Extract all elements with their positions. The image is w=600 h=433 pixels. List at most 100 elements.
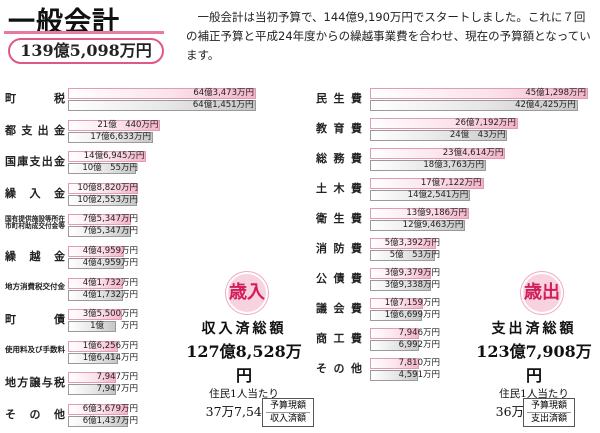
budget-bar — [370, 238, 437, 249]
summary: 収入済総額 127億8,528万円 住民1人当たり 37万7,548円 — [184, 318, 304, 420]
budget-bar — [370, 148, 506, 159]
value-label: 18億3,763万円 — [423, 160, 485, 170]
actual-bar — [68, 321, 117, 333]
legend: 予算現額 支出済額 — [523, 398, 575, 427]
value-label: 3億9,379万円 — [384, 268, 440, 278]
value-label: 10億8,820万円 — [77, 182, 138, 193]
value-label: 7億5,347万円 — [82, 226, 138, 237]
value-label: 4,591万円 — [398, 370, 440, 380]
budget-bar — [370, 268, 431, 279]
category-label: 都支出金 — [5, 123, 65, 137]
budget-bar — [370, 298, 423, 309]
description: 一般会計は当初予算で、144億9,190万円でスタートしました。これに７回の補正… — [186, 10, 591, 62]
legend-entry: 予算現額 — [266, 400, 310, 413]
category-label: 繰越金 — [5, 250, 65, 263]
value-label: 26億7,192万円 — [455, 118, 516, 128]
value-label: 1億6,699万円 — [384, 310, 440, 320]
category-label: 衛生費 — [316, 212, 362, 225]
budget-bar — [68, 372, 116, 384]
value-label: 5億3,392万円 — [384, 238, 440, 248]
value-label: 1億6,256万円 — [82, 340, 138, 351]
budget-bar — [370, 358, 419, 369]
category-label: 民生費 — [316, 92, 362, 105]
budget-bar — [68, 340, 118, 352]
budget-bar — [68, 277, 124, 289]
actual-bar — [68, 163, 137, 175]
budget-bar — [68, 151, 147, 163]
value-label: 10億2,553万円 — [77, 194, 138, 205]
value-label: 17億7,122万円 — [420, 178, 482, 188]
category-label: その他 — [5, 408, 65, 421]
value-label: 12億9,463万円 — [402, 220, 464, 230]
actual-bar — [68, 258, 124, 269]
value-label: 4億1,732万円 — [82, 289, 138, 300]
total-amount: 139億5,098万円 — [8, 38, 164, 64]
value-label: 42億4,425万円 — [515, 100, 576, 110]
value-label: 4億4,959万円 — [82, 258, 138, 268]
badge: 歳出 — [521, 272, 563, 314]
value-label: 64億1,451万円 — [192, 100, 254, 110]
budget-bar — [68, 119, 161, 131]
actual-bar — [370, 340, 419, 351]
value-label: 7億5,347万円 — [82, 214, 138, 225]
value-label: 23億4,614万円 — [442, 148, 504, 158]
actual-bar — [370, 280, 431, 291]
value-label: 7,946万円 — [398, 328, 440, 338]
legend-entry: 収入済額 — [269, 414, 306, 424]
actual-bar — [68, 226, 131, 238]
category-label: 地方消費税交付金 — [5, 281, 65, 291]
value-label: 10億 55万円 — [82, 163, 138, 174]
actual-bar — [68, 416, 128, 427]
category-label: 使用料及び手数料 — [5, 344, 65, 354]
budget-bar — [68, 309, 122, 321]
budget-bar — [370, 88, 588, 99]
category-label: 公債費 — [316, 272, 362, 285]
budget-bar — [68, 404, 129, 415]
actual-bar — [68, 194, 137, 206]
actual-bar — [68, 131, 153, 143]
actual-bar — [68, 289, 124, 301]
summary-total: 127億8,528万円 — [186, 342, 302, 385]
summary-label: 支出済総額 — [491, 321, 577, 337]
actual-bar — [370, 100, 578, 111]
category-label: 国庫支出金 — [5, 155, 65, 169]
title-rule — [4, 31, 164, 34]
actual-bar — [68, 352, 118, 364]
value-label: 7,947万円 — [96, 372, 138, 383]
value-label: 5億 53万円 — [389, 250, 440, 260]
actual-bar — [370, 250, 436, 261]
budget-bar — [68, 182, 138, 194]
summary-total: 123億7,908万円 — [476, 342, 592, 385]
value-label: 1億7,159万円 — [384, 298, 440, 308]
value-label: 4億4,959万円 — [82, 246, 138, 256]
actual-bar — [370, 220, 466, 231]
category-label: 町税 — [5, 92, 65, 105]
value-label: 4億1,732万円 — [82, 277, 138, 288]
legend: 予算現額 収入済額 — [262, 398, 314, 427]
value-label: 3億5,500万円 — [82, 309, 138, 320]
value-label: 7,947万円 — [96, 384, 138, 395]
value-label: 6億1,437万円 — [82, 416, 138, 426]
value-label: 14億6,945万円 — [83, 151, 145, 162]
category-label: 繰入金 — [5, 186, 65, 200]
actual-bar — [370, 130, 508, 141]
budget-bar — [68, 214, 131, 226]
value-label: 24億 43万円 — [449, 130, 506, 140]
category-label: 町債 — [5, 313, 65, 327]
actual-bar — [370, 310, 423, 321]
category-label: 議会費 — [316, 302, 362, 315]
budget-bar — [68, 88, 256, 99]
value-label: 7,810万円 — [398, 358, 440, 368]
value-label: 21億 440万円 — [97, 119, 159, 130]
category-label: 総務費 — [316, 152, 362, 165]
category-label: 土木費 — [316, 182, 362, 195]
category-label: 国有提供施設等所在市町村助成交付金等 — [5, 215, 65, 231]
badge: 歳入 — [226, 272, 268, 314]
value-label: 1億 万円 — [90, 321, 138, 332]
actual-bar — [68, 100, 256, 111]
summary-label: 収入済総額 — [201, 321, 287, 337]
category-label: 消防費 — [316, 242, 362, 255]
value-label: 17億6,633万円 — [90, 131, 151, 142]
budget-bar — [68, 246, 124, 257]
category-label: その他 — [316, 362, 362, 375]
